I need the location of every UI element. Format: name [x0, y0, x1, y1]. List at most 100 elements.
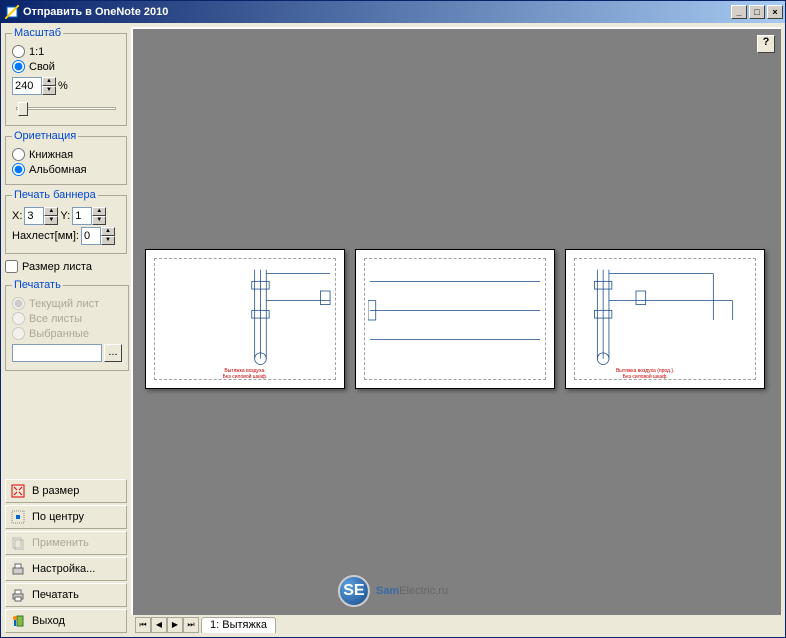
print-selected-label: Выбранные [29, 328, 89, 340]
titlebar[interactable]: Отправить в OneNote 2010 _ □ × [1, 1, 785, 23]
watermark-text: SamElectric.ru [376, 585, 448, 597]
x-spinner[interactable]: ▲▼ [24, 207, 58, 225]
tab-bar: ⏮ ◀ ▶ ⏭ 1: Вытяжка [135, 615, 781, 633]
center-icon [10, 509, 26, 525]
print-current-row[interactable]: Текущий лист [12, 297, 122, 310]
scale-value-row: ▲▼ % [12, 77, 120, 95]
print-all-row[interactable]: Все листы [12, 312, 122, 325]
print-legend: Печатать [12, 279, 63, 291]
y-label: Y: [60, 210, 70, 222]
settings-button[interactable]: Настройка... [5, 557, 127, 581]
slider-track [16, 107, 116, 110]
scale-slider[interactable] [12, 99, 120, 119]
landscape-row[interactable]: Альбомная [12, 163, 120, 176]
scale-1-1-radio[interactable] [12, 45, 25, 58]
scale-1-1-label: 1:1 [29, 46, 44, 58]
portrait-row[interactable]: Книжная [12, 148, 120, 161]
preview-pages: Вытяжка воздуха.Без силовой шкаф. [145, 249, 765, 389]
print-preview-window: Отправить в OneNote 2010 _ □ × Масштаб 1… [0, 0, 786, 638]
x-label: X: [12, 210, 22, 222]
window-title: Отправить в OneNote 2010 [23, 6, 729, 18]
browse-button[interactable]: ... [104, 344, 122, 362]
landscape-radio[interactable] [12, 163, 25, 176]
tab-1-label: 1: Вытяжка [210, 619, 267, 631]
overlap-spinner[interactable]: ▲▼ [81, 227, 115, 245]
x-up[interactable]: ▲ [44, 207, 58, 216]
x-down[interactable]: ▼ [44, 216, 58, 225]
print-file-input[interactable] [12, 344, 102, 362]
fit-button[interactable]: В размер [5, 479, 127, 503]
banner-legend: Печать баннера [12, 189, 98, 201]
page-3-schematic [578, 262, 752, 378]
print-icon [10, 587, 26, 603]
page-2-schematic [368, 262, 542, 378]
watermark-badge: SE [338, 575, 370, 607]
watermark: SE SamElectric.ru [338, 575, 448, 607]
sheet-size-checkbox[interactable] [5, 260, 18, 273]
tab-first[interactable]: ⏮ [135, 617, 151, 633]
overlap-up[interactable]: ▲ [101, 227, 115, 236]
sheet-size-label: Размер листа [22, 261, 92, 273]
x-input[interactable] [24, 207, 44, 225]
center-button[interactable]: По центру [5, 505, 127, 529]
minimize-button[interactable]: _ [731, 5, 747, 19]
toolbar-buttons: В размер По центру Применить Настройка..… [5, 479, 127, 633]
print-current-radio [12, 297, 25, 310]
fit-label: В размер [32, 485, 79, 497]
tab-prev[interactable]: ◀ [151, 617, 167, 633]
page-1[interactable]: Вытяжка воздуха.Без силовой шкаф. [145, 249, 345, 389]
banner-xy-row: X: ▲▼ Y: ▲▼ [12, 207, 120, 225]
scale-1-1-row[interactable]: 1:1 [12, 45, 120, 58]
y-spinner[interactable]: ▲▼ [72, 207, 106, 225]
apply-button: Применить [5, 531, 127, 555]
apply-label: Применить [32, 537, 89, 549]
print-button[interactable]: Печатать [5, 583, 127, 607]
fit-icon [10, 483, 26, 499]
app-icon [5, 5, 19, 19]
print-all-radio [12, 312, 25, 325]
sheet-size-row[interactable]: Размер листа [5, 260, 127, 273]
help-button[interactable]: ? [757, 35, 775, 53]
print-selected-row[interactable]: Выбранные [12, 327, 122, 340]
y-input[interactable] [72, 207, 92, 225]
print-btn-label: Печатать [32, 589, 79, 601]
scale-legend: Масштаб [12, 27, 63, 39]
exit-button[interactable]: Выход [5, 609, 127, 633]
tab-1[interactable]: 1: Вытяжка [201, 617, 276, 633]
scale-custom-row[interactable]: Свой [12, 60, 120, 73]
banner-group: Печать баннера X: ▲▼ Y: ▲▼ Нахлест[мм]: [5, 189, 127, 254]
scale-custom-label: Свой [29, 61, 55, 73]
scale-up[interactable]: ▲ [42, 77, 56, 86]
overlap-label: Нахлест[мм]: [12, 230, 79, 242]
scale-percent: % [58, 80, 68, 92]
print-current-label: Текущий лист [29, 298, 99, 310]
page-2[interactable] [355, 249, 555, 389]
scale-input[interactable] [12, 77, 42, 95]
maximize-button[interactable]: □ [749, 5, 765, 19]
close-button[interactable]: × [767, 5, 783, 19]
preview-area[interactable]: ? Вытяжка воздуха.Без силовой шкаф. [131, 27, 781, 615]
scale-custom-radio[interactable] [12, 60, 25, 73]
tab-next[interactable]: ▶ [167, 617, 183, 633]
page-1-schematic [158, 262, 332, 378]
y-up[interactable]: ▲ [92, 207, 106, 216]
print-all-label: Все листы [29, 313, 82, 325]
scale-down[interactable]: ▼ [42, 86, 56, 95]
sidebar: Масштаб 1:1 Свой ▲▼ % [1, 23, 131, 637]
overlap-row: Нахлест[мм]: ▲▼ [12, 227, 120, 245]
overlap-input[interactable] [81, 227, 101, 245]
slider-thumb[interactable] [18, 102, 28, 116]
exit-icon [10, 613, 26, 629]
page-1-caption: Вытяжка воздуха.Без силовой шкаф. [223, 368, 268, 380]
tab-last[interactable]: ⏭ [183, 617, 199, 633]
orientation-legend: Ориетнация [12, 130, 78, 142]
y-down[interactable]: ▼ [92, 216, 106, 225]
portrait-radio[interactable] [12, 148, 25, 161]
scale-spinner[interactable]: ▲▼ [12, 77, 56, 95]
center-label: По центру [32, 511, 84, 523]
overlap-down[interactable]: ▼ [101, 236, 115, 245]
scale-group: Масштаб 1:1 Свой ▲▼ % [5, 27, 127, 126]
settings-icon [10, 561, 26, 577]
settings-label: Настройка... [32, 563, 95, 575]
page-3[interactable]: Вытяжка воздуха (прод.).Без силовой шкаф… [565, 249, 765, 389]
